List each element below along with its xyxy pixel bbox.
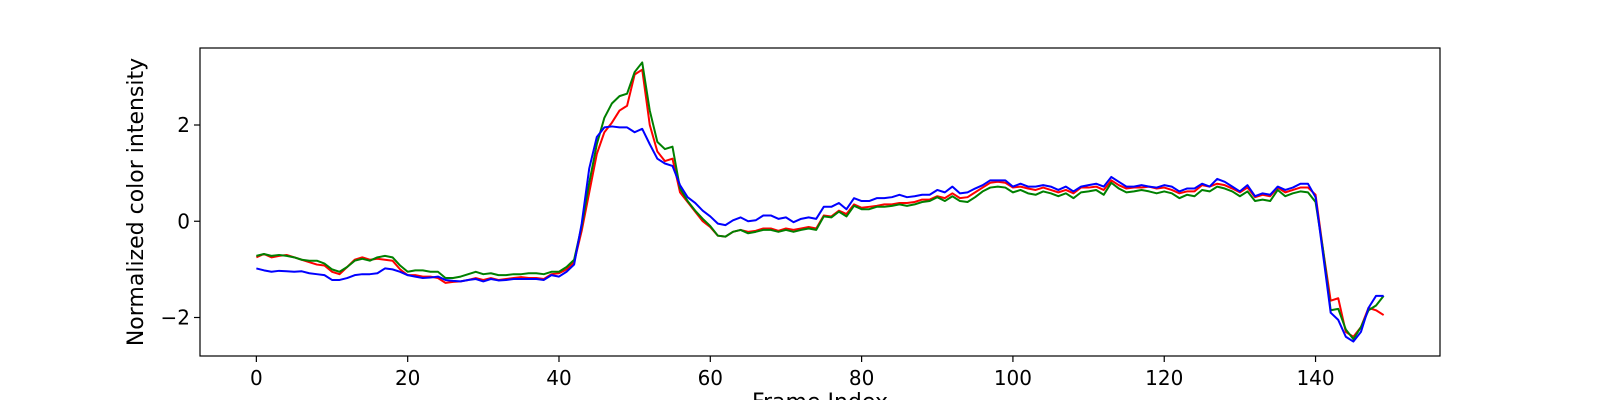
series-lines (255, 61, 1385, 343)
plot-area-frame (199, 47, 1441, 357)
x-tick-label: 20 (395, 366, 420, 390)
x-axis-ticks: 0 20 40 60 80 100 120 140 (250, 356, 1335, 390)
x-tick-label: 80 (849, 366, 874, 390)
y-axis-label: Normalized color intensity (124, 58, 149, 346)
x-tick-label: 60 (698, 366, 723, 390)
x-tick-label: 120 (1145, 366, 1183, 390)
x-tick-label: 40 (546, 366, 571, 390)
series-line-3 (256, 125, 1384, 343)
y-axis-ticks: −2 0 2 (161, 113, 200, 330)
series-line-2 (256, 61, 1385, 341)
y-tick-label: 0 (177, 209, 190, 233)
series-line-1 (255, 68, 1385, 338)
y-tick-label: −2 (161, 306, 190, 330)
x-tick-label: 0 (250, 366, 263, 390)
x-tick-label: 140 (1296, 366, 1334, 390)
y-tick-label: 2 (177, 113, 190, 137)
x-tick-label: 100 (994, 366, 1032, 390)
x-axis-label: Frame Index (752, 390, 888, 400)
